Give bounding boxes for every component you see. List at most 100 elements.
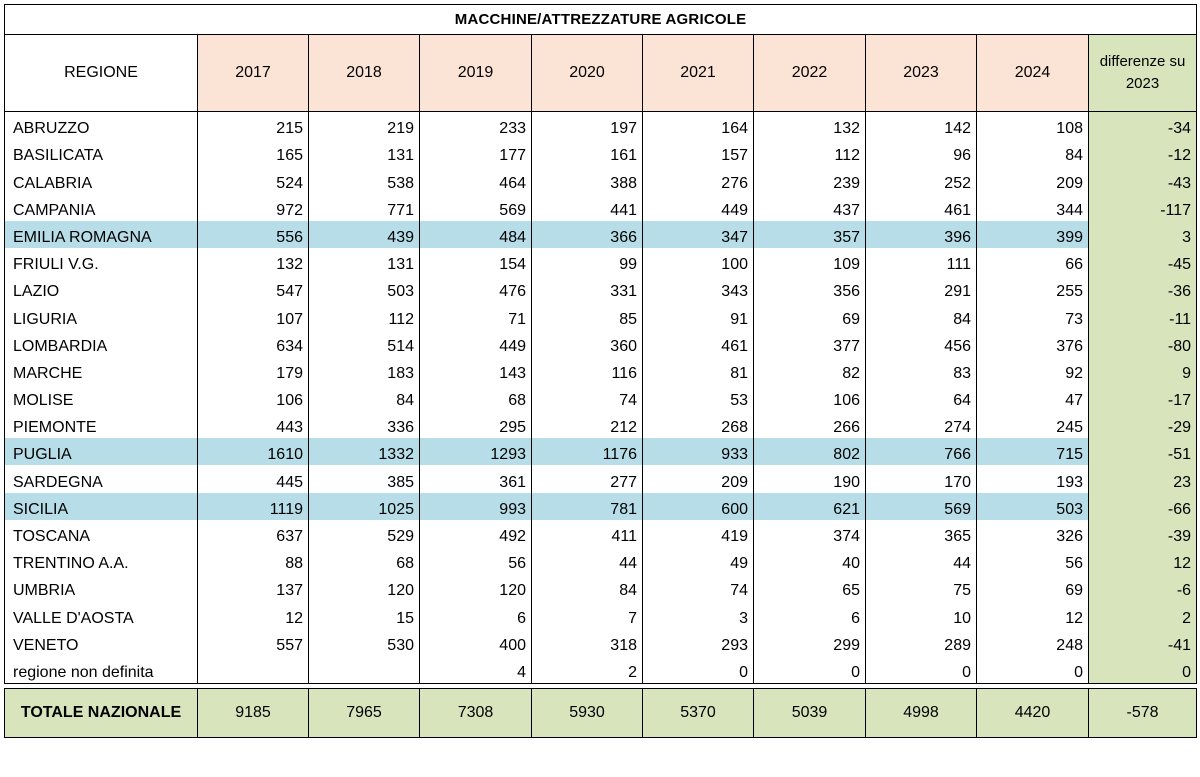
value-cell: 84 [531,574,643,602]
region-name: ABRUZZO [4,111,198,140]
diff-cell: -51 [1087,438,1198,466]
value-cell: 106 [197,383,309,412]
value-cell: 569 [419,193,532,221]
value-cell: 252 [865,166,977,194]
table-title: MACCHINE/ATTREZZATURE AGRICOLE [3,4,1198,35]
value-cell: 336 [308,411,420,439]
year-header-2017: 2017 [197,34,309,112]
year-header-2022: 2022 [753,34,866,112]
table-row: EMILIA ROMAGNA 556 439 484 366 347 357 396 399 3 [4,220,1198,248]
value-cell: 449 [419,329,532,357]
diff-cell: -41 [1087,628,1198,656]
value-cell: 357 [753,220,866,248]
region-name: LAZIO [4,275,198,303]
value-cell: 137 [197,574,309,602]
table-row: MARCHE 179 183 143 116 81 82 83 92 9 [4,356,1198,384]
value-cell: 443 [197,411,309,439]
year-header-2019: 2019 [419,34,532,112]
diff-cell: 12 [1087,547,1198,575]
region-name: TRENTINO A.A. [4,547,198,575]
value-cell: 274 [865,411,977,439]
value-cell: 399 [976,220,1089,248]
value-cell: 503 [976,492,1089,520]
region-name: PIEMONTE [4,411,198,439]
value-cell: 600 [642,492,754,520]
diff-cell: 9 [1087,356,1198,384]
value-cell: 85 [531,302,643,330]
value-cell: 396 [865,220,977,248]
region-name: MARCHE [4,356,198,384]
value-cell: 781 [531,492,643,520]
value-cell: 83 [865,356,977,384]
value-cell: 56 [976,547,1089,575]
region-name: VALLE D'AOSTA [4,601,198,629]
diff-cell: -66 [1087,492,1198,520]
value-cell: 343 [642,275,754,303]
total-row: TOTALE NAZIONALE 9185 7965 7308 5930 5370 5039… [4,687,1198,738]
region-name: UMBRIA [4,574,198,602]
total-value-cell: 4420 [976,687,1089,738]
diff-cell: 2 [1087,601,1198,629]
diff-cell: -36 [1087,275,1198,303]
diff-cell: -17 [1087,383,1198,412]
value-cell: 248 [976,628,1089,656]
region-name: TOSCANA [4,519,198,547]
value-cell: 108 [976,111,1089,140]
value-cell: 637 [197,519,309,547]
value-cell: 569 [865,492,977,520]
value-cell: 289 [865,628,977,656]
value-cell: 74 [531,383,643,412]
table-row: LIGURIA 107 112 71 85 91 69 84 73 -11 [4,302,1198,330]
value-cell: 81 [642,356,754,384]
value-cell: 268 [642,411,754,439]
diff-cell: -34 [1087,111,1198,140]
value-cell: 65 [753,574,866,602]
value-cell: 10 [865,601,977,629]
value-cell: 165 [197,139,309,167]
value-cell: 154 [419,247,532,276]
table-row: CALABRIA 524 538 464 388 276 239 252 209 -43 [4,166,1198,194]
region-name: regione non definita [4,655,198,684]
total-value-cell: 9185 [197,687,309,738]
value-cell: 0 [642,655,754,684]
value-cell: 255 [976,275,1089,303]
region-header: REGIONE [4,34,198,112]
value-cell: 84 [976,139,1089,167]
table-row: FRIULI V.G. 132 131 154 99 100 109 111 66 -45 [4,247,1198,276]
value-cell: 132 [197,247,309,276]
value-cell: 715 [976,438,1089,466]
value-cell: 164 [642,111,754,140]
value-cell: 44 [531,547,643,575]
value-cell: 99 [531,247,643,276]
value-cell: 766 [865,438,977,466]
value-cell: 71 [419,302,532,330]
value-cell: 326 [976,519,1089,547]
year-header-2020: 2020 [531,34,643,112]
total-diff-cell: -578 [1087,687,1198,738]
value-cell: 111 [865,247,977,276]
value-cell: 91 [642,302,754,330]
value-cell: 53 [642,383,754,412]
value-cell: 116 [531,356,643,384]
value-cell: 464 [419,166,532,194]
value-cell: 530 [308,628,420,656]
total-value-cell: 7965 [308,687,420,738]
value-cell: 529 [308,519,420,547]
value-cell: 49 [642,547,754,575]
value-cell: 47 [976,383,1089,412]
table-row: SARDEGNA 445 385 361 277 209 190 170 193 23 [4,465,1198,493]
value-cell: 7 [531,601,643,629]
value-cell: 557 [197,628,309,656]
value-cell: 556 [197,220,309,248]
value-cell: 131 [308,139,420,167]
value-cell: 75 [865,574,977,602]
value-cell: 445 [197,465,309,493]
table-row: UMBRIA 137 120 120 84 74 65 75 69 -6 [4,574,1198,602]
value-cell: 461 [642,329,754,357]
diff-cell: -39 [1087,519,1198,547]
value-cell: 209 [642,465,754,493]
region-name: LIGURIA [4,302,198,330]
value-cell [308,655,420,684]
value-cell: 365 [865,519,977,547]
value-cell: 276 [642,166,754,194]
